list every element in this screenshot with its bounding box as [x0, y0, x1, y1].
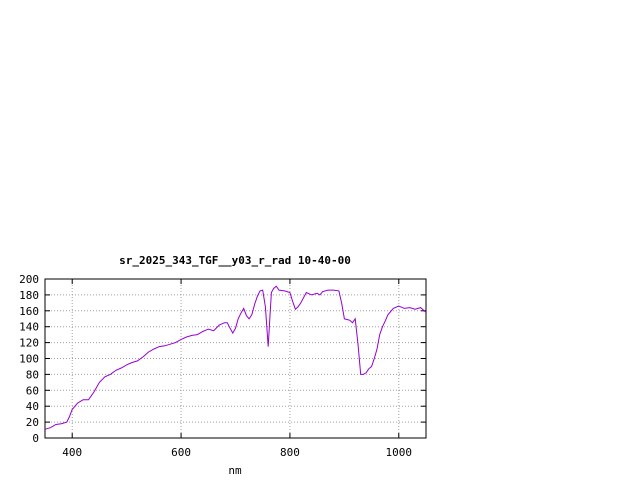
axes: 0 20 40 60 80 100 120 140 160 180 200 400 600 800 1000 [19, 273, 427, 459]
series-layer [44, 285, 427, 430]
y-tick-label: 200 [19, 273, 39, 286]
y-tick-label: 160 [19, 305, 39, 318]
y-tick-label: 80 [26, 368, 39, 381]
y-tick-label: 20 [26, 416, 39, 429]
y-tick-label: 180 [19, 289, 39, 302]
y-tick-label: 140 [19, 321, 39, 334]
y-tick-label: 120 [19, 337, 39, 350]
x-tick-label: 1000 [386, 446, 413, 459]
plot-frame [44, 278, 427, 439]
y-tick-label: 0 [32, 432, 39, 445]
x-tick-label: 800 [280, 446, 300, 459]
chart-title: sr_2025_343_TGF__y03_r_rad 10-40-00 [119, 254, 351, 267]
series-line [44, 285, 427, 430]
x-tick-label: 600 [171, 446, 191, 459]
y-tick-label: 40 [26, 400, 39, 413]
y-tick-label: 60 [26, 384, 39, 397]
grid [45, 279, 426, 438]
y-tick-label: 100 [19, 353, 39, 366]
x-tick-label: 400 [62, 446, 82, 459]
x-axis-label: nm [228, 464, 242, 477]
